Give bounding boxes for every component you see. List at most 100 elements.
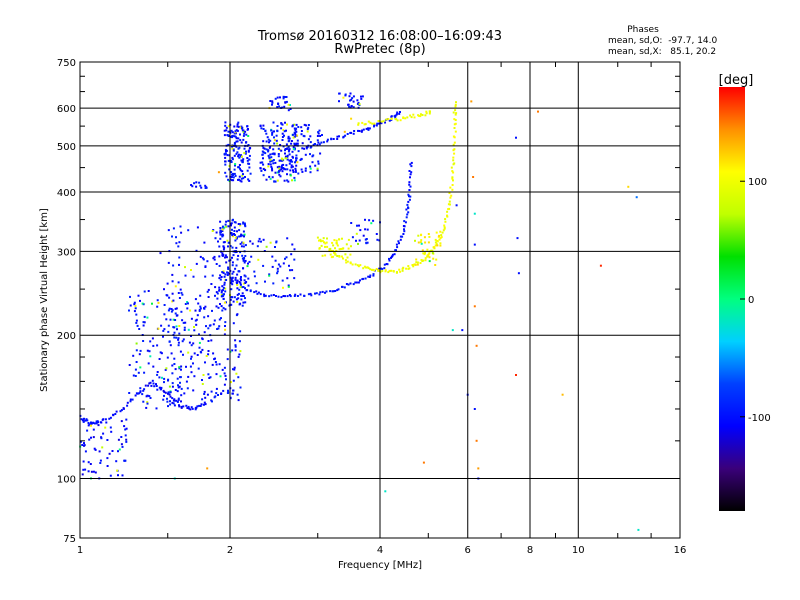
- data-point: [291, 124, 294, 127]
- data-point: [177, 398, 180, 401]
- data-point: [218, 245, 221, 248]
- data-point: [239, 350, 242, 353]
- data-point: [193, 375, 196, 378]
- data-point: [119, 410, 122, 413]
- data-point: [150, 384, 153, 387]
- data-point: [448, 200, 451, 203]
- data-point: [242, 130, 245, 133]
- data-point: [317, 131, 320, 134]
- data-point: [424, 114, 427, 117]
- data-point: [409, 195, 412, 198]
- data-point: [219, 375, 222, 378]
- data-point: [160, 324, 163, 327]
- data-point: [329, 253, 332, 256]
- data-point: [215, 373, 218, 376]
- data-point: [233, 230, 236, 232]
- data-point: [265, 245, 268, 248]
- data-point: [177, 281, 180, 284]
- data-point: [241, 170, 244, 173]
- data-point: [434, 264, 437, 266]
- data-point: [171, 364, 174, 367]
- data-point: [180, 368, 182, 371]
- data-point: [242, 258, 245, 261]
- data-point: [268, 146, 271, 149]
- data-point: [390, 256, 392, 259]
- data-point: [342, 135, 345, 138]
- data-point: [227, 143, 230, 146]
- data-point: [203, 390, 206, 393]
- data-point: [284, 295, 286, 298]
- data-point: [450, 166, 453, 169]
- data-point: [134, 305, 137, 307]
- data-point: [287, 150, 290, 153]
- data-point: [241, 234, 244, 237]
- data-point: [211, 274, 214, 277]
- data-point: [135, 321, 138, 324]
- data-point: [179, 288, 182, 291]
- data-point: [227, 245, 229, 248]
- data-point: [268, 156, 271, 159]
- data-point: [517, 272, 520, 275]
- data-point: [178, 366, 181, 369]
- data-point: [222, 307, 225, 310]
- data-point: [259, 167, 262, 170]
- data-point: [440, 236, 443, 239]
- data-point: [282, 97, 285, 100]
- data-point: [157, 301, 160, 304]
- data-point: [237, 121, 240, 124]
- data-point: [314, 292, 316, 295]
- data-point: [284, 149, 286, 152]
- data-point: [413, 263, 416, 266]
- data-point: [121, 445, 124, 448]
- data-point: [415, 258, 418, 261]
- data-point: [424, 241, 427, 244]
- data-point: [185, 365, 187, 368]
- data-point: [225, 225, 228, 228]
- data-point: [360, 97, 363, 100]
- data-point: [148, 382, 151, 385]
- data-point: [416, 261, 419, 264]
- data-point: [296, 134, 299, 137]
- data-point: [427, 253, 430, 256]
- data-point: [350, 117, 353, 120]
- data-point: [380, 120, 383, 123]
- data-point: [264, 129, 267, 132]
- data-point: [352, 95, 355, 98]
- data-point: [213, 358, 216, 361]
- data-point: [196, 226, 199, 229]
- data-point: [224, 148, 227, 151]
- data-point: [310, 294, 313, 297]
- data-point: [288, 148, 291, 151]
- data-point: [82, 468, 85, 471]
- data-point: [244, 301, 247, 304]
- data-point: [288, 139, 291, 142]
- data-point: [206, 260, 209, 263]
- data-point: [177, 245, 180, 248]
- data-point: [240, 180, 243, 183]
- data-point: [420, 242, 423, 245]
- data-point: [218, 288, 221, 291]
- data-point: [358, 239, 361, 242]
- data-point: [89, 463, 92, 465]
- data-point: [143, 388, 146, 391]
- data-point: [198, 309, 201, 312]
- data-point: [207, 350, 210, 352]
- data-point: [355, 239, 357, 242]
- data-point: [232, 176, 235, 179]
- data-point: [399, 270, 402, 273]
- data-point: [236, 293, 239, 296]
- data-point: [142, 389, 145, 392]
- data-point: [408, 181, 411, 184]
- data-point: [221, 271, 224, 274]
- data-point: [99, 462, 102, 464]
- data-point: [395, 113, 398, 116]
- data-point: [286, 168, 289, 171]
- data-point: [338, 92, 341, 95]
- data-point: [377, 269, 380, 272]
- data-point: [419, 113, 422, 116]
- data-point: [344, 134, 347, 137]
- data-point: [291, 160, 294, 163]
- data-point: [273, 139, 276, 142]
- data-point: [224, 156, 227, 159]
- data-point: [245, 150, 247, 153]
